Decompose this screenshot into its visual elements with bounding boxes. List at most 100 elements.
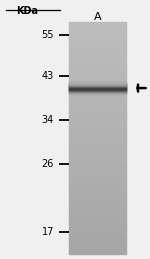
Bar [69,212,126,214]
Bar [69,244,126,247]
Bar [69,52,126,54]
Bar [69,86,126,87]
Text: 26: 26 [42,160,54,169]
Bar [69,166,126,168]
Bar [69,61,126,64]
Bar [69,24,126,27]
Bar [69,88,126,89]
Bar [69,126,126,129]
Bar [69,189,126,191]
Bar [69,87,126,88]
Bar [69,80,126,82]
Bar [69,91,126,92]
Bar [69,88,126,89]
Bar [69,149,126,152]
Bar [69,228,126,231]
Bar [69,43,126,45]
Bar [69,87,126,88]
Bar [69,87,126,89]
Bar [69,172,126,175]
Bar [69,45,126,47]
Bar [69,89,126,92]
Bar [69,59,126,61]
Bar [69,68,126,71]
Bar [69,100,126,103]
Bar [69,89,126,90]
Bar [69,247,126,249]
Bar [69,237,126,240]
Bar [69,93,126,94]
Bar [69,233,126,235]
Bar [69,142,126,145]
Bar [69,124,126,126]
Bar [69,184,126,186]
Bar [69,83,126,84]
Bar [69,107,126,110]
Bar [69,159,126,161]
Bar [69,235,126,238]
Bar [69,135,126,138]
Bar [69,22,126,24]
Bar [69,36,126,38]
Text: 55: 55 [42,30,54,40]
Bar [69,47,126,50]
Bar [69,198,126,200]
Bar [69,133,126,136]
Bar [69,112,126,115]
Bar [69,170,126,173]
Bar [69,90,126,91]
Bar [69,26,126,29]
Bar [69,83,126,84]
Bar [69,210,126,212]
Bar [69,182,126,184]
Bar [69,87,126,88]
Bar [69,145,126,147]
Bar [69,92,126,93]
Bar [69,191,126,193]
Bar [69,240,126,242]
Bar [69,224,126,226]
Bar [69,49,126,52]
Bar [69,154,126,156]
Bar [69,90,126,91]
Bar [69,31,126,34]
Bar [69,33,126,36]
Bar [69,92,126,93]
Bar [69,200,126,203]
Bar [69,168,126,170]
Bar [69,66,126,68]
Bar [69,175,126,177]
Bar [69,82,126,83]
Bar [69,84,126,85]
Bar [69,140,126,142]
Text: A: A [94,12,101,22]
Bar [69,138,126,140]
Bar [69,77,126,80]
Bar [69,86,126,87]
Text: 43: 43 [42,71,54,81]
Bar [69,63,126,66]
Bar [69,186,126,189]
Bar [69,86,126,87]
Bar [69,242,126,244]
Bar [69,121,126,124]
Bar [69,152,126,154]
Bar [69,96,126,98]
Bar [69,90,126,91]
Bar [69,131,126,133]
Bar [69,84,126,85]
Bar [69,73,126,75]
Bar [69,156,126,159]
Bar [69,91,126,94]
Bar [69,119,126,122]
Bar [69,103,126,105]
Bar [69,40,126,43]
Bar [69,226,126,228]
Bar [69,93,126,94]
Text: 34: 34 [42,116,54,125]
Bar [69,89,126,90]
Bar [69,177,126,180]
Bar [69,82,126,85]
Bar [69,217,126,219]
Bar [69,54,126,57]
